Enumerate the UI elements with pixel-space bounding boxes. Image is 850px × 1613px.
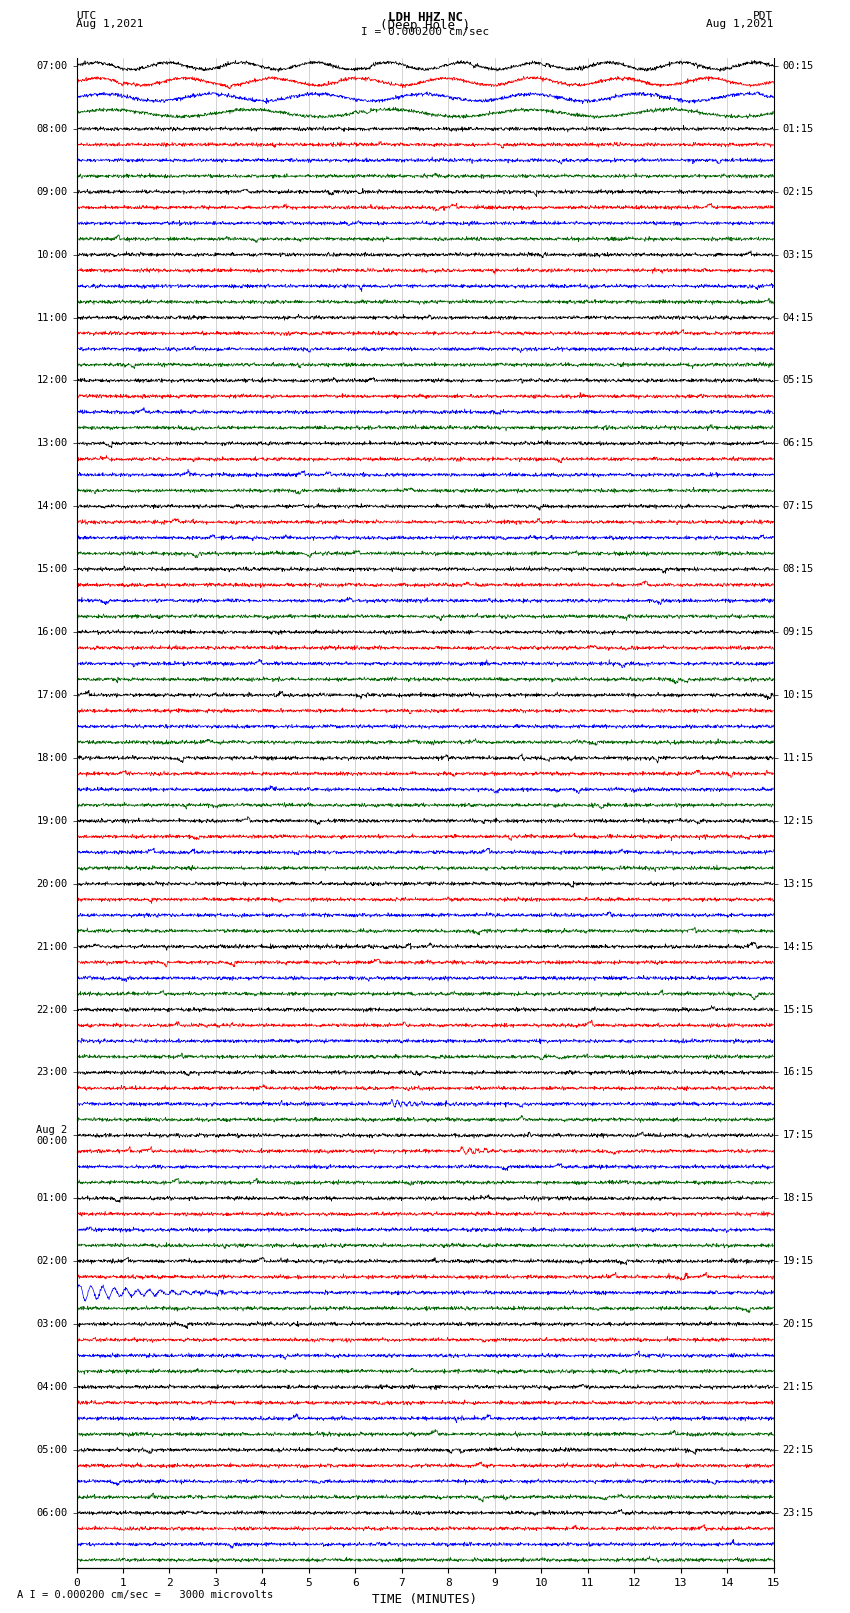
Text: Aug 1,2021: Aug 1,2021 <box>706 19 774 29</box>
Text: UTC: UTC <box>76 11 97 21</box>
Text: I = 0.000200 cm/sec: I = 0.000200 cm/sec <box>361 27 489 37</box>
Text: PDT: PDT <box>753 11 774 21</box>
Text: A I = 0.000200 cm/sec =   3000 microvolts: A I = 0.000200 cm/sec = 3000 microvolts <box>17 1590 273 1600</box>
Text: Aug 1,2021: Aug 1,2021 <box>76 19 144 29</box>
Text: (Deep Hole ): (Deep Hole ) <box>380 19 470 32</box>
X-axis label: TIME (MINUTES): TIME (MINUTES) <box>372 1594 478 1607</box>
Text: LDH HHZ NC: LDH HHZ NC <box>388 11 462 24</box>
